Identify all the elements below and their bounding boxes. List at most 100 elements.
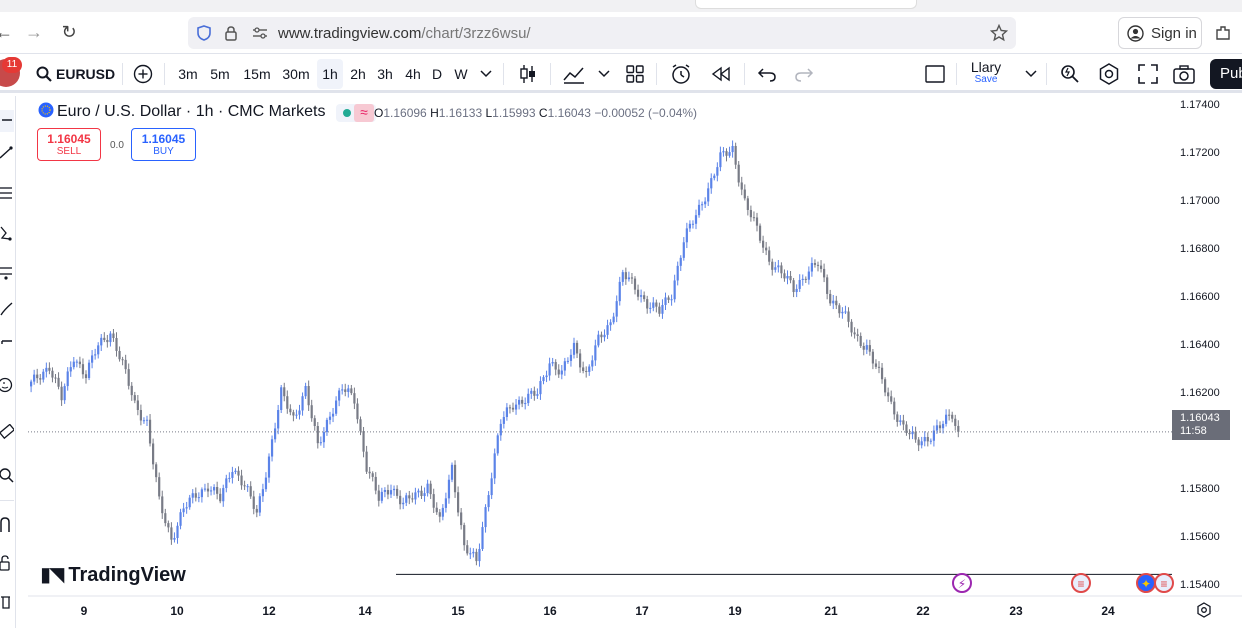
candle: [417, 490, 420, 493]
interval-2h[interactable]: 2h: [350, 66, 366, 82]
candle: [935, 425, 939, 431]
candle: [158, 477, 161, 497]
buy-button[interactable]: 1.16045 BUY: [131, 128, 196, 161]
time-tick-label: 15: [451, 604, 465, 618]
layout-name[interactable]: Llary: [970, 59, 1002, 75]
tradingview-watermark[interactable]: ▮◥ TradingView: [40, 562, 186, 587]
fullscreen-icon[interactable]: [1138, 64, 1158, 84]
forecast-tool-icon[interactable]: [0, 264, 14, 282]
forward-button[interactable]: →: [25, 22, 43, 42]
pattern-tool-icon[interactable]: [0, 224, 14, 242]
compare-add-icon[interactable]: [133, 64, 153, 84]
symbol-title[interactable]: Euro / U.S. Dollar · 1h · CMC Markets: [57, 103, 326, 120]
zoom-tool-icon[interactable]: [0, 466, 14, 484]
candle: [780, 265, 783, 274]
candle: [832, 300, 835, 304]
candle: [246, 486, 249, 488]
reload-button[interactable]: ↻: [61, 22, 77, 42]
interval-w[interactable]: W: [454, 66, 468, 82]
candle: [664, 297, 667, 305]
browser-bar: ← → ↻ www.tradingview.com/chart/3rzz6wsu…: [0, 0, 1242, 54]
us-flag-event-icon[interactable]: ≡: [1071, 573, 1091, 593]
address-bar[interactable]: www.tradingview.com/chart/3rzz6wsu/: [188, 17, 1016, 49]
candle: [670, 299, 673, 301]
interval-3h[interactable]: 3h: [377, 66, 393, 82]
chevron-down-icon[interactable]: [1025, 70, 1037, 78]
layouts-icon[interactable]: [626, 65, 644, 83]
redo-icon[interactable]: [794, 66, 814, 82]
candle: [478, 548, 481, 562]
symbol-search[interactable]: EURUSD: [56, 66, 116, 82]
back-button[interactable]: ←: [0, 22, 13, 42]
publish-button[interactable]: Pub: [1210, 59, 1242, 89]
candle: [167, 523, 170, 528]
candle: [490, 478, 493, 496]
candle: [853, 332, 856, 335]
interval-30m[interactable]: 30m: [282, 66, 310, 82]
browser-tab[interactable]: [695, 0, 917, 9]
chart-pane[interactable]: Euro / U.S. Dollar · 1h · CMC Markets ≈ …: [28, 96, 1242, 628]
candle: [231, 471, 234, 478]
candle: [719, 152, 722, 168]
buy-price: 1.16045: [141, 132, 186, 146]
notification-badge[interactable]: 11: [2, 57, 22, 73]
interval-15m[interactable]: 15m: [243, 66, 271, 82]
candle: [307, 386, 310, 406]
lock-drawings-icon[interactable]: [0, 554, 14, 572]
ruler-tool-icon[interactable]: [0, 423, 16, 442]
indicators-icon[interactable]: [563, 64, 585, 84]
chevron-down-icon[interactable]: [598, 70, 610, 78]
market-status[interactable]: ≈: [336, 104, 376, 122]
candle: [374, 476, 377, 491]
us-flag-event-icon[interactable]: ≡: [1154, 573, 1174, 593]
symbol-flag-icon: [38, 102, 54, 118]
interval-d[interactable]: D: [431, 66, 443, 82]
interval-4h[interactable]: 4h: [405, 66, 421, 82]
candle: [701, 204, 704, 206]
earnings-lightning-icon[interactable]: ⚡: [952, 573, 972, 593]
interval-5m[interactable]: 5m: [210, 66, 230, 82]
candle: [368, 471, 371, 474]
remove-drawings-icon[interactable]: [0, 592, 14, 610]
quick-search-icon[interactable]: [1060, 64, 1080, 84]
candle: [249, 486, 252, 497]
extensions-icon[interactable]: [1214, 24, 1232, 42]
alert-clock-icon[interactable]: [670, 63, 692, 85]
brush-tool-icon[interactable]: [0, 300, 14, 318]
close-label: C: [538, 106, 548, 120]
fib-retracement-icon[interactable]: [0, 184, 14, 202]
undo-icon[interactable]: [757, 66, 777, 82]
shield-icon[interactable]: [196, 25, 212, 41]
candle: [133, 395, 136, 401]
bookmark-star-icon[interactable]: [990, 24, 1008, 42]
sign-in-button[interactable]: Sign in: [1118, 17, 1202, 49]
site-settings-icon[interactable]: [252, 26, 268, 40]
camera-icon[interactable]: [1173, 64, 1195, 84]
axis-settings-icon[interactable]: [1196, 602, 1212, 618]
fullscreen-frame-icon[interactable]: [925, 65, 945, 83]
price-chart[interactable]: [28, 96, 1242, 628]
search-icon[interactable]: [36, 66, 52, 82]
candles-chart-type-icon[interactable]: [518, 63, 538, 85]
text-tool-icon[interactable]: [0, 338, 14, 356]
interval-3m[interactable]: 3m: [178, 66, 198, 82]
cursor-tool-icon[interactable]: [0, 110, 14, 132]
candle: [874, 363, 878, 367]
sell-button[interactable]: 1.16045 SELL: [37, 128, 101, 161]
chevron-down-icon[interactable]: [480, 70, 492, 78]
interval-1h[interactable]: 1h: [317, 59, 343, 89]
replay-icon[interactable]: [710, 65, 732, 83]
settings-icon[interactable]: [1098, 63, 1120, 85]
candle: [274, 428, 277, 440]
eu-flag-event-icon[interactable]: ✦: [1136, 573, 1156, 593]
url-text[interactable]: www.tradingview.com/chart/3rzz6wsu/: [278, 25, 531, 42]
emoji-tool-icon[interactable]: [0, 376, 14, 394]
lock-icon[interactable]: [224, 25, 238, 41]
candle: [277, 409, 280, 429]
candle: [752, 217, 756, 219]
magnet-tool-icon[interactable]: [0, 516, 14, 534]
save-button[interactable]: Save: [974, 74, 998, 85]
toolbar-divider: [956, 63, 957, 85]
trend-line-icon[interactable]: [0, 144, 14, 162]
candle: [84, 374, 88, 379]
